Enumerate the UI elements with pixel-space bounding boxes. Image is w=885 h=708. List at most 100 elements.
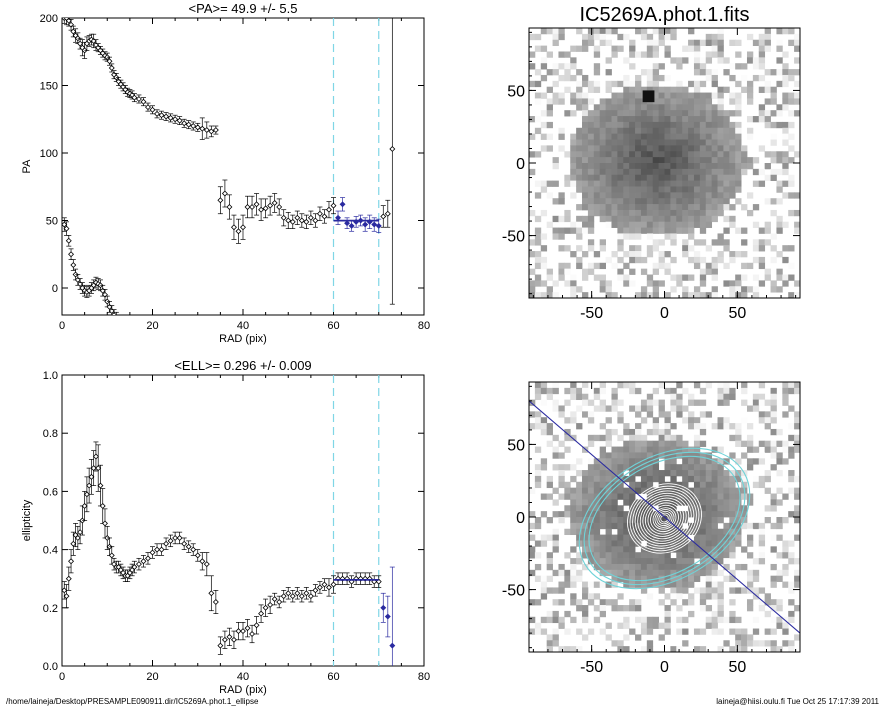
image-pixel: [717, 180, 724, 187]
image-pixel: [605, 511, 612, 518]
image-pixel: [717, 157, 724, 164]
image-pixel: [664, 121, 671, 129]
image-pixel: [688, 610, 695, 618]
image-pixel: [617, 268, 624, 275]
image-pixel: [688, 104, 695, 111]
image-pixel: [629, 86, 636, 93]
image-pixel: [735, 110, 742, 117]
image-pixel: [670, 233, 677, 240]
image-pixel: [770, 69, 777, 76]
image-pixel: [599, 33, 606, 41]
image-pixel: [611, 493, 618, 500]
image-pixel: [617, 640, 624, 647]
data-point: [253, 201, 260, 208]
image-pixel: [729, 186, 736, 193]
image-pixel: [770, 209, 777, 217]
y-tick-label: 100: [40, 148, 58, 160]
image-pixel: [635, 151, 642, 158]
data-point: [230, 636, 237, 643]
image-pixel: [688, 157, 695, 164]
image-pixel: [617, 127, 624, 135]
image-pixel: [658, 411, 665, 418]
image-pixel: [605, 417, 612, 424]
image-pixel: [570, 174, 577, 182]
image-pixel: [593, 198, 601, 205]
image-pixel: [570, 145, 577, 152]
image-pixel: [711, 121, 718, 129]
image-pixel: [635, 552, 642, 559]
image-pixel: [593, 481, 601, 489]
image-pixel: [623, 452, 630, 459]
image-pixel: [676, 63, 683, 70]
image-pixel: [534, 127, 542, 135]
image-pixel: [587, 127, 595, 135]
data-point: [280, 214, 287, 221]
image-pixel: [664, 610, 671, 618]
image-pixel: [670, 116, 677, 123]
data-point: [68, 251, 75, 258]
image-pixel: [635, 51, 642, 58]
image-pixel: [611, 80, 618, 88]
image-pixel: [629, 628, 636, 635]
image-pixel: [658, 428, 665, 436]
image-pixel: [646, 74, 654, 82]
image-pixel: [623, 121, 630, 129]
image-pixel: [776, 487, 783, 494]
image-pixel: [664, 464, 671, 471]
image-pixel: [576, 511, 583, 518]
series-3: [380, 566, 396, 666]
image-pixel: [582, 33, 589, 41]
image-pixel: [599, 280, 606, 287]
image-pixel: [587, 599, 595, 606]
image-pixel: [693, 63, 701, 70]
image-pixel: [776, 440, 783, 447]
image-pixel: [770, 98, 777, 105]
image-pixel: [741, 640, 748, 647]
image-pixel: [723, 575, 730, 582]
image-pixel: [593, 116, 601, 123]
image-pixel: [646, 522, 654, 530]
image-pixel: [688, 121, 695, 129]
image-pixel: [652, 387, 660, 395]
image-pixel: [758, 239, 766, 246]
image-pixel: [682, 452, 689, 459]
image-pixel: [688, 399, 695, 406]
image-pixel: [540, 511, 548, 518]
image-pixel: [729, 280, 736, 287]
image-pixel: [582, 616, 589, 624]
image-pixel: [623, 616, 630, 624]
data-point: [83, 491, 90, 498]
image-pixel: [676, 575, 683, 582]
image-pixel: [540, 209, 548, 217]
image-pixel: [693, 464, 701, 471]
image-pixel: [558, 464, 565, 471]
image-pixel: [693, 86, 701, 93]
image-pixel: [752, 292, 760, 298]
image-pixel: [676, 434, 683, 442]
image-pixel: [652, 121, 660, 129]
image-pixel: [682, 587, 689, 594]
image-pixel: [540, 45, 548, 52]
data-point: [90, 465, 97, 472]
image-pixel: [752, 221, 760, 228]
x-tick-label: -50: [580, 305, 603, 322]
image-pixel: [711, 475, 718, 483]
image-pixel: [640, 569, 648, 577]
image-pixel: [788, 274, 795, 281]
data-point: [348, 222, 355, 229]
image-pixel: [664, 92, 671, 99]
image-pixel: [540, 493, 548, 500]
image-pixel: [552, 98, 559, 105]
image-pixel: [711, 505, 718, 512]
image-pixel: [587, 528, 595, 536]
image-pixel: [658, 116, 665, 123]
image-pixel: [540, 262, 548, 270]
image-pixel: [723, 387, 730, 395]
image-pixel: [640, 157, 648, 164]
image-pixel: [587, 28, 595, 35]
image-pixel: [782, 640, 789, 647]
image-pixel: [746, 458, 754, 465]
image-pixel: [623, 522, 630, 530]
image-pixel: [764, 39, 771, 47]
image-pixel: [670, 452, 677, 459]
